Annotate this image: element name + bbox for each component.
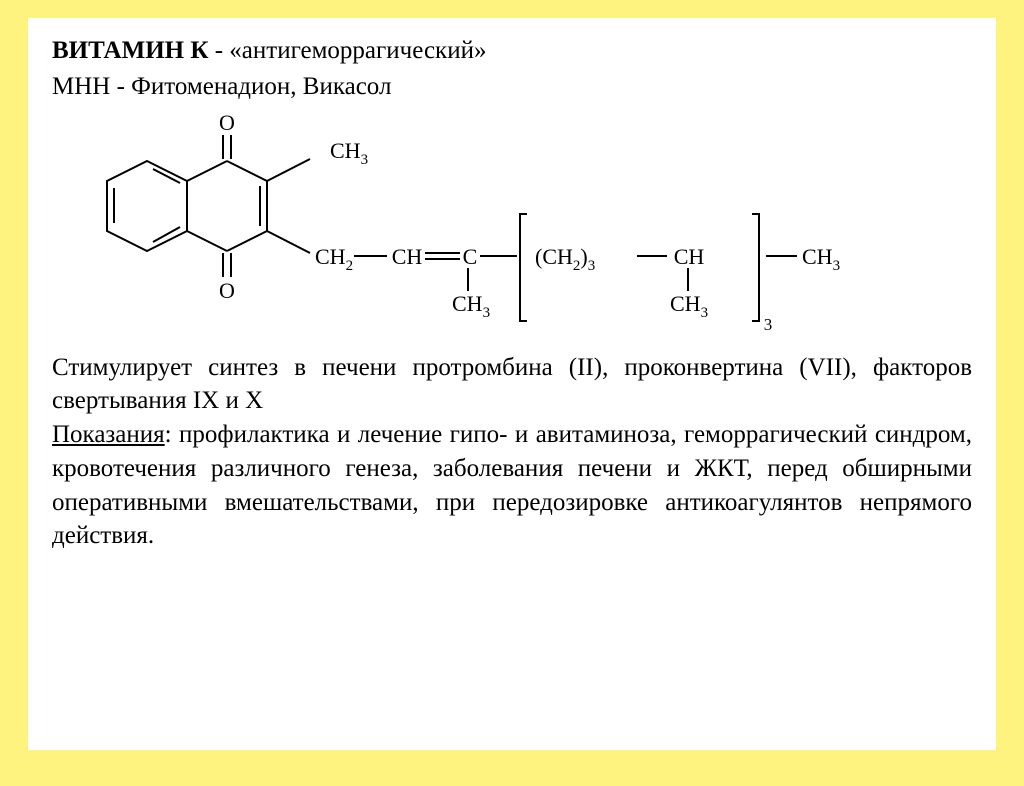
indications-label: Показания bbox=[52, 421, 165, 448]
body-text: Стимулирует синтез в печени протромбина … bbox=[52, 351, 972, 554]
ch-inner-label: CH bbox=[674, 244, 705, 269]
vitamin-desc: - «антигеморрагический» bbox=[208, 37, 486, 64]
slide-content: ВИТАМИН К - «антигеморрагический» МНН - … bbox=[28, 18, 996, 750]
oxygen-bottom-label: O bbox=[219, 278, 235, 303]
oxygen-top-label: O bbox=[219, 110, 235, 135]
ch2-group-label: (CH2)3 bbox=[535, 244, 595, 274]
paragraph-1: Стимулирует синтез в печени протромбина … bbox=[52, 351, 972, 419]
ch3-tail-label: CH3 bbox=[802, 244, 840, 274]
molecule-svg: O O CH3 CH2 CH C CH3 (CH2)3 CH CH3 bbox=[52, 106, 912, 331]
ch3-side-label: CH3 bbox=[452, 291, 490, 321]
indications-text: : профилактика и лечение гипо- и авитами… bbox=[52, 421, 972, 549]
vitamin-name: ВИТАМИН К bbox=[52, 37, 208, 64]
paragraph-2: Показания: профилактика и лечение гипо- … bbox=[52, 418, 972, 553]
ch3-upper-label: CH3 bbox=[330, 138, 368, 168]
ch-label: CH bbox=[392, 244, 423, 269]
chemical-structure: O O CH3 CH2 CH C CH3 (CH2)3 CH CH3 bbox=[52, 106, 972, 331]
c-label: C bbox=[463, 244, 478, 269]
title-line-2: МНН - Фитоменадион, Викасол bbox=[52, 70, 972, 104]
title-line-1: ВИТАМИН К - «антигеморрагический» bbox=[52, 34, 972, 68]
ch3-inner-label: CH3 bbox=[670, 291, 708, 321]
ch2-label: CH2 bbox=[315, 244, 353, 274]
bracket-sub-3: 3 bbox=[764, 315, 773, 331]
